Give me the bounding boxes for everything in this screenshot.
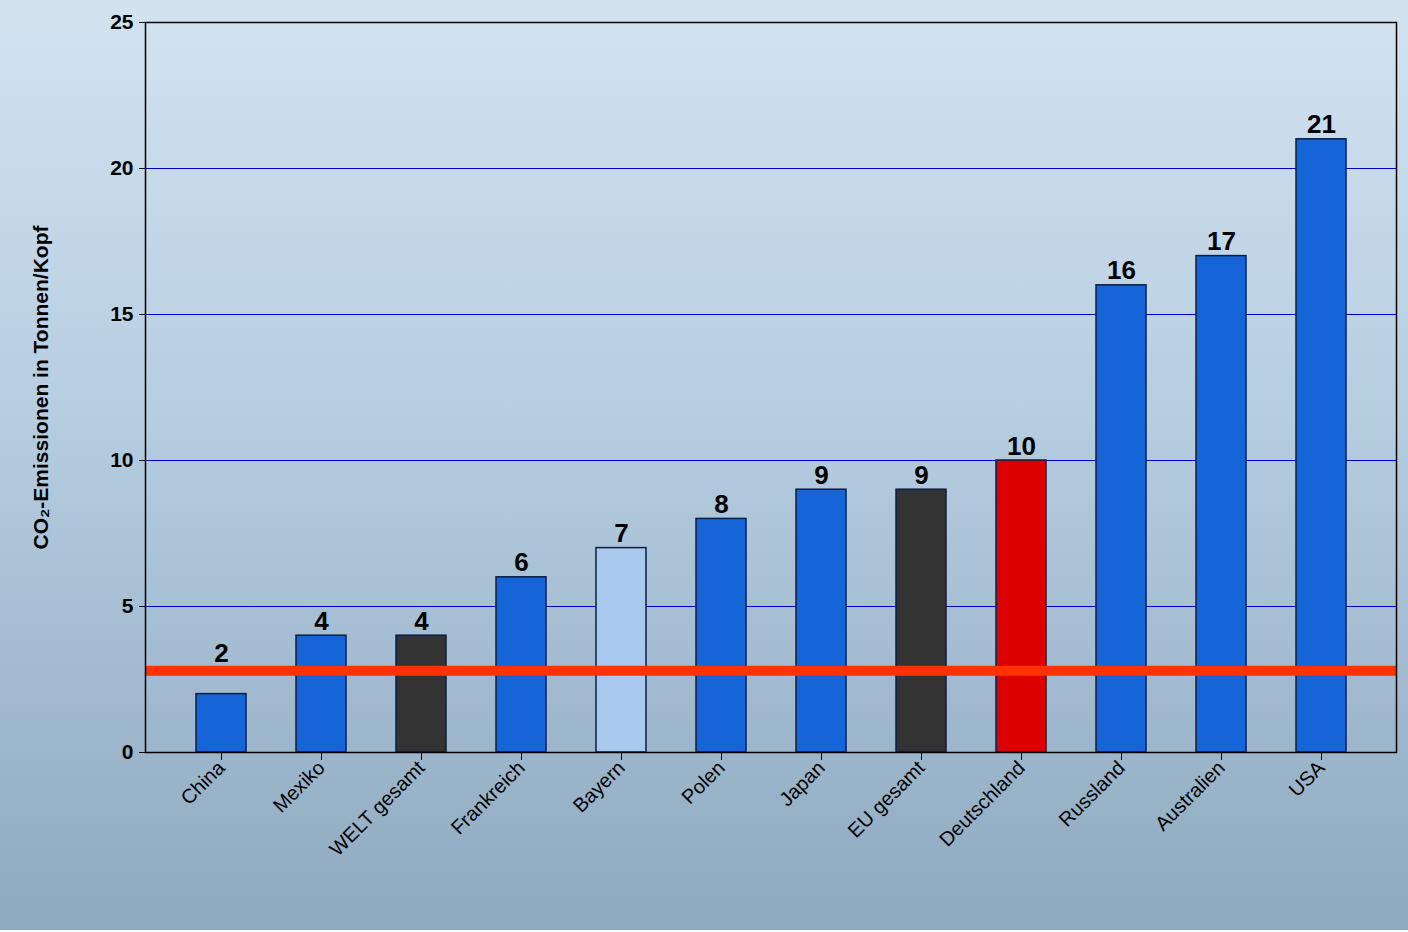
svg-text:6: 6 bbox=[514, 547, 528, 577]
svg-text:CO₂-Emissionen in Tonnen/Kopf: CO₂-Emissionen in Tonnen/Kopf bbox=[29, 225, 52, 550]
svg-text:EU gesamt: EU gesamt bbox=[843, 756, 929, 842]
svg-text:2: 2 bbox=[214, 638, 228, 668]
svg-text:4: 4 bbox=[414, 606, 429, 636]
svg-text:21: 21 bbox=[1307, 109, 1336, 139]
svg-text:17: 17 bbox=[1207, 226, 1236, 256]
svg-text:15: 15 bbox=[110, 302, 134, 325]
svg-text:0: 0 bbox=[122, 740, 134, 763]
svg-text:9: 9 bbox=[814, 460, 828, 490]
svg-text:Mexiko: Mexiko bbox=[268, 756, 328, 816]
svg-text:16: 16 bbox=[1107, 255, 1136, 285]
svg-text:WELT gesamt: WELT gesamt bbox=[325, 756, 429, 860]
svg-text:Frankreich: Frankreich bbox=[446, 756, 528, 838]
svg-text:4: 4 bbox=[314, 606, 329, 636]
svg-text:10: 10 bbox=[110, 448, 133, 471]
svg-text:Deutschland: Deutschland bbox=[935, 756, 1029, 850]
svg-text:10: 10 bbox=[1007, 431, 1036, 461]
svg-text:8: 8 bbox=[714, 489, 728, 519]
svg-text:USA: USA bbox=[1284, 756, 1329, 801]
svg-text:Australien: Australien bbox=[1150, 756, 1228, 834]
svg-text:Russland: Russland bbox=[1054, 756, 1129, 831]
svg-text:China: China bbox=[176, 756, 229, 809]
svg-text:Polen: Polen bbox=[677, 756, 729, 808]
svg-text:5: 5 bbox=[122, 594, 134, 617]
svg-text:25: 25 bbox=[110, 10, 134, 33]
svg-text:Japan: Japan bbox=[775, 756, 829, 810]
svg-text:20: 20 bbox=[110, 156, 133, 179]
svg-text:Bayern: Bayern bbox=[568, 756, 628, 816]
svg-text:7: 7 bbox=[614, 518, 628, 548]
svg-text:9: 9 bbox=[914, 460, 928, 490]
